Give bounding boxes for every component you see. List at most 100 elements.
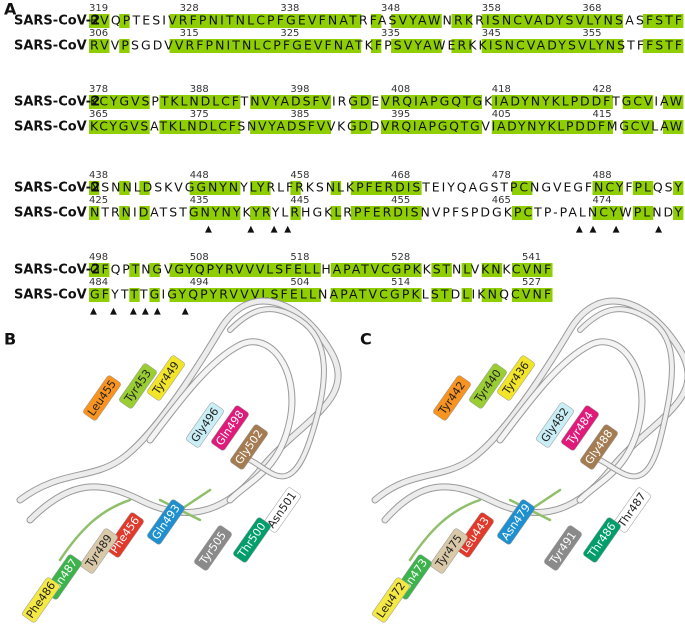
sequence-name: SARS-CoV-2 xyxy=(14,263,100,278)
identity-highlight xyxy=(401,39,412,53)
identity-highlight xyxy=(149,263,160,277)
identity-highlight xyxy=(229,14,241,28)
label-box xyxy=(497,355,535,401)
identity-highlight xyxy=(471,120,483,134)
panel-letter: C xyxy=(360,330,372,349)
identity-highlight xyxy=(471,95,483,109)
residue-number: 418 xyxy=(492,84,511,95)
identity-highlight xyxy=(511,288,523,302)
identity-highlight xyxy=(189,120,201,134)
identity-highlight xyxy=(340,14,352,28)
identity-highlight xyxy=(401,206,412,220)
label-box xyxy=(456,512,494,558)
residue-number: 498 xyxy=(89,252,108,263)
identity-highlight xyxy=(592,181,603,195)
identity-highlight xyxy=(421,120,432,134)
identity-highlight xyxy=(219,263,231,277)
identity-highlight xyxy=(431,263,442,277)
structure-b xyxy=(16,297,342,562)
identity-highlight xyxy=(642,14,654,28)
identity-highlight xyxy=(199,288,211,302)
sequence: RVVPSGDVVRFPNITNLCPFGEVFNATKFPSVYAWERKKI… xyxy=(90,38,682,53)
identity-highlight xyxy=(290,288,301,302)
label-box xyxy=(372,577,410,623)
residue-number: 438 xyxy=(89,170,108,181)
identity-highlight xyxy=(330,14,342,28)
identity-highlight xyxy=(522,206,533,220)
identity-highlight xyxy=(179,95,190,109)
sequence-name: SARS-CoV xyxy=(14,206,87,221)
identity-highlight xyxy=(320,120,331,134)
identity-highlight xyxy=(290,14,301,28)
identity-highlight xyxy=(381,181,392,195)
identity-highlight xyxy=(391,288,402,302)
identity-highlight xyxy=(602,120,613,134)
identity-highlight xyxy=(673,181,684,195)
identity-highlight xyxy=(381,206,392,220)
identity-highlight xyxy=(441,95,452,109)
identity-highlight xyxy=(169,14,180,28)
residue-label: Phe486 xyxy=(22,577,60,623)
identity-highlight xyxy=(159,95,170,109)
identity-highlight xyxy=(189,263,201,277)
identity-highlight xyxy=(260,288,271,302)
identity-highlight xyxy=(411,120,422,134)
identity-highlight xyxy=(431,14,442,28)
identity-highlight xyxy=(199,181,211,195)
identity-highlight xyxy=(532,120,543,134)
identity-highlight xyxy=(189,206,201,220)
identity-highlight xyxy=(642,181,654,195)
identity-highlight xyxy=(370,206,382,220)
identity-highlight xyxy=(260,206,271,220)
identity-highlight xyxy=(592,95,603,109)
identity-highlight xyxy=(350,181,362,195)
identity-highlight xyxy=(310,14,321,28)
identity-highlight xyxy=(673,206,684,220)
sequence: GFYTTTGIGYQPYRVVVLSFELLNAPATVCGPKLSTDLIK… xyxy=(90,287,551,302)
identity-highlight xyxy=(491,14,503,28)
identity-highlight xyxy=(461,14,472,28)
identity-highlight xyxy=(340,39,352,53)
identity-highlight xyxy=(300,263,311,277)
identity-highlight xyxy=(320,95,331,109)
label-box xyxy=(186,402,224,448)
identity-highlight xyxy=(532,14,543,28)
identity-highlight xyxy=(532,288,543,302)
identity-highlight xyxy=(501,95,513,109)
identity-highlight xyxy=(99,14,110,28)
residue-number: 514 xyxy=(391,277,410,288)
identity-highlight xyxy=(290,95,301,109)
residue-number: 455 xyxy=(391,195,410,206)
identity-highlight xyxy=(179,263,190,277)
identity-highlight xyxy=(511,14,523,28)
identity-highlight xyxy=(501,14,513,28)
identity-highlight xyxy=(501,39,513,53)
identity-highlight xyxy=(632,95,644,109)
identity-highlight xyxy=(189,14,201,28)
identity-highlight xyxy=(612,14,624,28)
identity-highlight xyxy=(360,206,372,220)
label-box xyxy=(83,375,121,421)
identity-highlight xyxy=(89,14,100,28)
identity-highlight xyxy=(229,120,241,134)
identity-highlight xyxy=(209,206,221,220)
identity-highlight xyxy=(582,95,593,109)
identity-highlight xyxy=(451,95,462,109)
identity-highlight xyxy=(632,181,644,195)
identity-highlight xyxy=(139,206,150,220)
identity-highlight xyxy=(370,288,382,302)
identity-highlight xyxy=(280,39,291,53)
identity-highlight xyxy=(592,206,603,220)
identity-highlight xyxy=(219,181,231,195)
identity-highlight xyxy=(89,95,100,109)
identity-highlight xyxy=(219,14,231,28)
identity-highlight xyxy=(229,263,241,277)
identity-highlight xyxy=(391,95,402,109)
identity-highlight xyxy=(270,14,281,28)
identity-highlight xyxy=(109,95,120,109)
identity-highlight xyxy=(592,120,603,134)
identity-highlight xyxy=(330,263,342,277)
identity-highlight xyxy=(391,14,402,28)
identity-highlight xyxy=(501,120,513,134)
identity-highlight xyxy=(300,120,311,134)
